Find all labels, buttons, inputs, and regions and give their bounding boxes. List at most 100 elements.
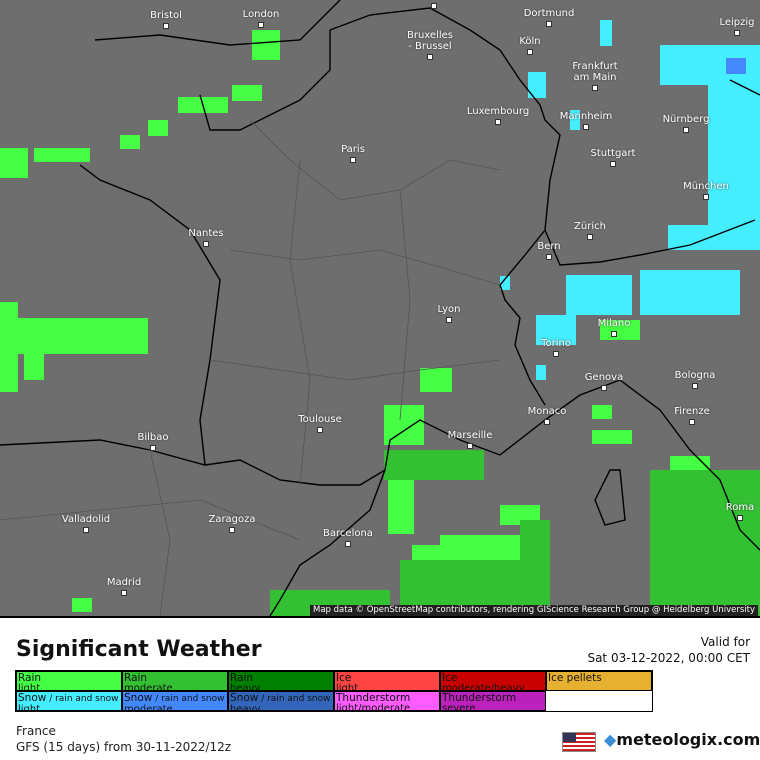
city-dot (427, 54, 433, 60)
city-label: Bologna (674, 370, 716, 381)
city-label: Köln (519, 36, 541, 47)
city-dot (163, 23, 169, 29)
city-label: München (683, 181, 729, 192)
city-dot (553, 351, 559, 357)
city-label: Valladolid (61, 514, 111, 525)
precip-snow-light (500, 20, 760, 380)
city-dot (150, 445, 156, 451)
city-label: Bilbao (137, 432, 169, 443)
legend: Rain light Rain moderate Rain heavy Ice light Ic… (15, 670, 653, 712)
region-label: France (16, 724, 56, 738)
city-dot (83, 527, 89, 533)
legend-intensity: light/moderate (336, 703, 411, 711)
city-label: Frankfurt am Main (572, 61, 618, 83)
city-label: Zaragoza (208, 514, 256, 525)
city-label: Firenze (674, 406, 710, 417)
city-label: London (242, 9, 280, 20)
legend-item: Snow / rain and snow heavy (228, 691, 334, 711)
valid-label: Valid for (700, 635, 750, 649)
legend-type: Snow / rain and snow (124, 692, 225, 705)
city-label: Paris (341, 144, 365, 155)
city-dot (527, 49, 533, 55)
legend-item: Thunderstorm severe (440, 691, 546, 711)
city-dot (317, 427, 323, 433)
city-label: Bristol (150, 10, 182, 21)
legend-item: Snow / rain and snow moderate (122, 691, 228, 711)
legend-intensity: heavy (230, 683, 261, 691)
city-dot (431, 3, 437, 9)
city-dot (601, 385, 607, 391)
city-dot (345, 541, 351, 547)
city-label: Rotterdam (408, 0, 461, 1)
legend-type: Rain (124, 672, 148, 684)
map-layers (0, 0, 760, 616)
city-label: Dortmund (523, 8, 575, 19)
city-label: Milano (597, 318, 631, 329)
city-dot (737, 515, 743, 521)
city-dot (703, 194, 709, 200)
precip-snow-moderate (726, 58, 746, 74)
city-dot (611, 331, 617, 337)
legend-type: Rain (230, 672, 254, 684)
city-dot (610, 161, 616, 167)
city-label: Lyon (437, 304, 461, 315)
legend-type: Ice (442, 672, 458, 684)
city-label: Genova (584, 372, 624, 383)
page-title: Significant Weather (16, 637, 262, 662)
brand-name: meteologix.com (616, 730, 760, 749)
city-label: Stuttgart (590, 148, 636, 159)
city-label: Leipzig (719, 17, 755, 28)
city-label: Roma (725, 502, 755, 513)
city-dot (546, 254, 552, 260)
legend-type: Ice pellets (548, 672, 602, 684)
city-dot (446, 317, 452, 323)
legend-item: Rain moderate (122, 671, 228, 691)
legend-item: Rain heavy (228, 671, 334, 691)
legend-type: Ice (336, 672, 352, 684)
legend-type: Thunderstorm (336, 692, 411, 704)
city-dot (692, 383, 698, 389)
city-dot (258, 22, 264, 28)
legend-item: Thunderstorm light/moderate (334, 691, 440, 711)
legend-subtype: / rain and snow (152, 694, 225, 704)
city-dot (350, 157, 356, 163)
city-label: Marseille (447, 430, 493, 441)
city-dot (587, 234, 593, 240)
city-label: Torino (541, 338, 571, 349)
legend-type: Rain (18, 672, 42, 684)
legend-intensity: moderate (124, 683, 173, 691)
legend-item: Ice pellets (546, 671, 652, 691)
city-label: Madrid (106, 577, 142, 588)
city-label: Bruxelles - Brussel (407, 30, 453, 52)
city-label: Monaco (527, 406, 567, 417)
legend-intensity: moderate/heavy (442, 683, 525, 691)
precip-rain-light (0, 30, 710, 612)
legend-subtype: / rain and snow (46, 694, 119, 704)
model-run: GFS (15 days) from 30-11-2022/12z (16, 740, 232, 754)
city-label: Zürich (574, 221, 606, 232)
city-label: Bern (537, 241, 561, 252)
city-label: Mannheim (559, 111, 613, 122)
valid-datetime: Sat 03-12-2022, 00:00 CET (587, 651, 750, 665)
weather-map[interactable]: Bristol London Rotterdam Dortmund Leipzig Bru… (0, 0, 760, 618)
brand-logo[interactable]: ◆meteologix.com (604, 730, 760, 749)
city-label: Nantes (188, 228, 224, 239)
city-dot (583, 124, 589, 130)
legend-type: Snow / rain and snow (230, 692, 331, 705)
legend-item: Ice light (334, 671, 440, 691)
legend-item: Rain light (16, 671, 122, 691)
city-label: Toulouse (298, 414, 342, 425)
legend-subtype: / rain and snow (258, 694, 331, 704)
legend-intensity: severe (442, 703, 476, 711)
legend-item: Snow / rain and snow light (16, 691, 122, 711)
city-dot (229, 527, 235, 533)
region-borders (0, 119, 501, 616)
map-attribution: Map data © OpenStreetMap contributors, r… (310, 605, 758, 616)
city-dot (203, 241, 209, 247)
us-flag-icon[interactable] (562, 732, 596, 752)
city-label: Nürnberg (662, 114, 710, 125)
legend-intensity: light (336, 683, 359, 691)
legend-type: Thunderstorm (442, 692, 517, 704)
legend-intensity: light (18, 683, 41, 691)
legend-item: Ice moderate/heavy (440, 671, 546, 691)
